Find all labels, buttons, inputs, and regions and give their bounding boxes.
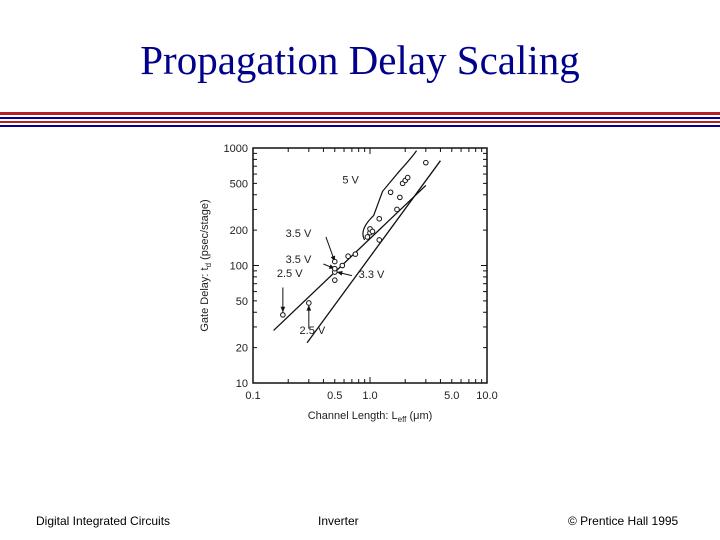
y-tick-label: 100 [230, 261, 248, 273]
voltage-label: 3.5 V [286, 228, 312, 240]
data-point [352, 251, 359, 257]
y-tick-label: 1000 [224, 143, 248, 155]
data-point [423, 159, 429, 166]
delay-scaling-chart: 0.1 0.5 1.0 5.0 10.0 10 20 50 100 200 500 1000 5 V… [199, 143, 498, 424]
title-divider-red-2 [0, 121, 720, 123]
arrow-head [306, 305, 312, 311]
voltage-label: 3.3 V [359, 269, 385, 281]
data-point [404, 174, 411, 181]
footer-chapter: Inverter [318, 514, 359, 528]
title-divider-blue-2 [0, 125, 720, 127]
y-tick-labels: 10 20 50 100 200 500 1000 [224, 143, 248, 390]
trend-lines [273, 160, 441, 344]
data-point [345, 253, 351, 259]
x-axis-label: Channel Length: Leff (μm) [308, 410, 433, 424]
data-point [376, 237, 383, 243]
x-tick-label: 0.1 [245, 390, 260, 402]
x-tick-label: 1.0 [362, 390, 377, 402]
footer-course: Digital Integrated Circuits [36, 514, 171, 528]
arrow-head [336, 271, 343, 276]
data-point [376, 215, 383, 222]
trend-line-upper-bound [306, 160, 441, 344]
data-point [364, 234, 371, 240]
bracket-5v [362, 150, 418, 241]
voltage-label: 2.5 V [300, 325, 326, 337]
x-tick-label: 10.0 [476, 390, 497, 402]
voltage-label: 3.5 V [286, 254, 312, 266]
plot-frame [252, 147, 488, 384]
x-tick-labels: 0.1 0.5 1.0 5.0 10.0 [245, 390, 497, 402]
data-point [387, 189, 394, 196]
data-point [394, 206, 400, 213]
voltage-bracket [362, 150, 418, 241]
voltage-annotations: 5 V 3.5 V 3.5 V 2.5 V 3.3 V 2.5 V [277, 174, 385, 337]
y-tick-label: 500 [230, 178, 248, 190]
x-tick-label: 0.5 [327, 390, 342, 402]
slide-title: Propagation Delay Scaling [140, 37, 580, 83]
title-divider-red [0, 112, 720, 115]
title-divider-blue [0, 117, 720, 119]
y-tick-label: 200 [230, 225, 248, 237]
data-point [331, 265, 338, 272]
x-tick-label: 5.0 [444, 390, 459, 402]
voltage-label: 5 V [342, 174, 359, 186]
arrow-head [280, 306, 286, 313]
data-point [397, 194, 403, 201]
data-point [339, 262, 346, 269]
data-point [306, 300, 312, 306]
y-tick-label: 10 [236, 378, 248, 390]
voltage-label: 2.5 V [277, 268, 303, 280]
data-point [331, 277, 338, 283]
data-point [280, 312, 286, 318]
data-points [280, 159, 429, 318]
footer-copyright: © Prentice Hall 1995 [568, 514, 679, 528]
y-tick-label: 20 [236, 343, 248, 355]
y-axis-label: Gate Delay: td (psec/stage) [199, 199, 213, 331]
y-tick-label: 50 [236, 296, 248, 308]
data-point [369, 228, 376, 235]
annotation-arrows [280, 236, 352, 329]
data-point [331, 258, 338, 265]
